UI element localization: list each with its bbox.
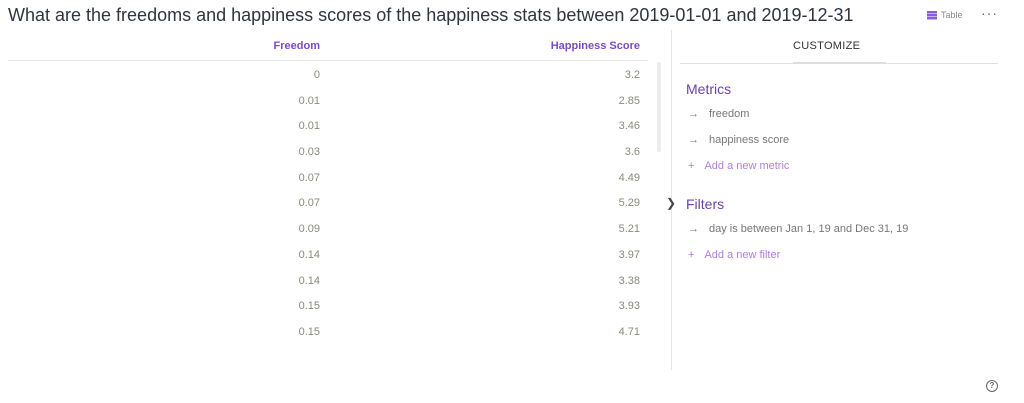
view-type-label: Table [941, 10, 963, 20]
page-title: What are the freedoms and happiness scor… [8, 5, 854, 25]
column-header-freedom[interactable]: Freedom [273, 40, 320, 52]
arrow-right-icon: → [688, 223, 699, 235]
cell-freedom: 0.01 [298, 94, 320, 107]
table-row: 0.03 3.6 [8, 138, 648, 164]
table-scrollbar[interactable] [657, 62, 661, 152]
table-header: Freedom Happiness Score [8, 33, 648, 61]
panel-divider [671, 30, 672, 370]
filter-label: day is between Jan 1, 19 and Dec 31, 19 [709, 223, 909, 235]
metric-label: happiness score [709, 134, 790, 146]
cell-freedom: 0.03 [298, 146, 320, 159]
cell-freedom: 0.14 [298, 274, 320, 287]
cell-happiness-score: 3.46 [618, 120, 640, 133]
table-row: 0.15 4.71 [8, 318, 648, 344]
column-header-happiness-score[interactable]: Happiness Score [550, 40, 640, 52]
cell-happiness-score: 4.71 [618, 325, 640, 338]
cell-freedom: 0.14 [298, 248, 320, 261]
tab-active-indicator [793, 62, 886, 64]
cell-freedom: 0.15 [298, 300, 320, 313]
view-type-button[interactable]: Table [927, 10, 963, 20]
cell-freedom: 0.07 [298, 171, 320, 184]
table-row: 0.09 5.21 [8, 215, 648, 241]
table-row: 0.07 5.29 [8, 189, 648, 215]
filters-heading: Filters [686, 196, 725, 212]
table-row: 0.01 2.85 [8, 87, 648, 113]
plus-icon: + [688, 249, 695, 261]
arrow-right-icon: → [688, 108, 699, 120]
metrics-heading: Metrics [686, 81, 732, 97]
cell-happiness-score: 2.85 [618, 94, 640, 107]
cell-freedom: 0.09 [298, 223, 320, 236]
arrow-right-icon: → [688, 134, 699, 146]
tab-customize[interactable]: CUSTOMIZE [793, 40, 861, 52]
add-filter-label: Add a new filter [704, 249, 781, 261]
cell-happiness-score: 3.2 [624, 69, 640, 81]
cell-happiness-score: 5.21 [618, 223, 640, 236]
cell-freedom: 0.01 [298, 120, 320, 133]
cell-happiness-score: 3.93 [618, 300, 640, 313]
more-options-button[interactable]: ··· [981, 5, 998, 21]
table-row: 0.07 4.49 [8, 164, 648, 190]
add-filter-button[interactable]: + Add a new filter [688, 249, 780, 261]
add-metric-label: Add a new metric [704, 160, 790, 172]
cell-happiness-score: 4.49 [618, 171, 640, 184]
table-row: 0.01 3.46 [8, 112, 648, 138]
filter-item[interactable]: → day is between Jan 1, 19 and Dec 31, 19 [688, 223, 908, 235]
results-table: Freedom Happiness Score 0 3.2 0.01 2.85 0.01… [8, 33, 648, 371]
add-metric-button[interactable]: + Add a new metric [688, 160, 789, 172]
plus-icon: + [688, 160, 695, 172]
help-icon[interactable]: ? [986, 380, 998, 392]
cell-freedom: 0 [313, 69, 320, 81]
metric-label: freedom [709, 108, 750, 120]
collapse-panel-chevron-icon[interactable]: ❯ [666, 196, 677, 210]
table-row: 0 3.2 [8, 61, 648, 87]
cell-freedom: 0.07 [298, 197, 320, 210]
cell-happiness-score: 3.6 [624, 146, 640, 159]
metric-item-freedom[interactable]: → freedom [688, 108, 749, 120]
table-row: 0.14 3.38 [8, 267, 648, 293]
metric-item-happiness-score[interactable]: → happiness score [688, 134, 789, 146]
cell-happiness-score: 3.97 [618, 248, 640, 261]
cell-happiness-score: 3.38 [618, 274, 640, 287]
table-row: 0.14 3.97 [8, 241, 648, 267]
table-row: 0.15 3.93 [8, 292, 648, 318]
cell-freedom: 0.15 [298, 325, 320, 338]
cell-happiness-score: 5.29 [618, 197, 640, 210]
table-icon [927, 10, 937, 20]
